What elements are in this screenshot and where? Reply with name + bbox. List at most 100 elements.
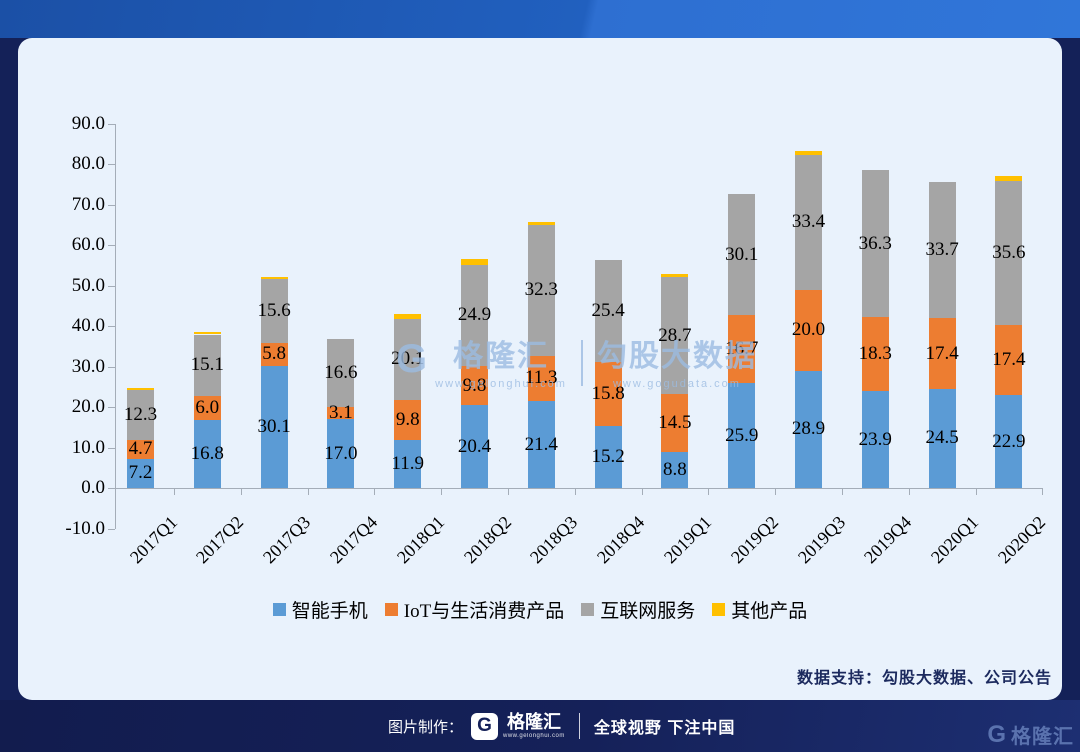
legend: 智能手机 IoT与生活消费产品 互联网服务 其他产品	[18, 596, 1062, 623]
data-label: 32.3	[524, 279, 558, 301]
y-axis-label: 30.0	[71, 355, 105, 377]
bar-segment-0	[995, 395, 1023, 488]
data-label: 28.7	[658, 324, 692, 346]
bar-segment-3	[193, 331, 221, 335]
data-label: 24.5	[925, 427, 959, 449]
y-axis-tick	[108, 285, 115, 287]
bar-segment-1	[461, 365, 488, 406]
data-label: 12.3	[123, 403, 158, 425]
data-label: 21.4	[524, 433, 558, 455]
bar-segment-2	[728, 193, 756, 316]
footer-band: 图片制作： G 格隆汇 www.gelonghui.com 全球视野 下注中国 …	[0, 700, 1080, 752]
gelonghui-brand-right: 格隆汇	[1011, 726, 1074, 748]
data-label: 4.7	[128, 438, 153, 460]
x-axis-tick	[574, 488, 576, 495]
data-label: 11.9	[391, 452, 424, 474]
y-axis-tick	[108, 164, 115, 165]
gelonghui-url: www.gelonghui.com	[503, 733, 565, 739]
bar-segment-2	[795, 154, 822, 290]
legend-item: 其他产品	[712, 596, 807, 623]
x-axis-label: 2017Q4	[325, 512, 382, 568]
footer-slogan: 全球视野 下注中国	[593, 720, 736, 737]
data-label: 8.8	[663, 459, 687, 481]
data-label: 15.2	[591, 446, 625, 468]
x-axis-tick	[1042, 488, 1044, 495]
data-label: 9.8	[462, 374, 487, 396]
bar-segment-1	[527, 355, 555, 402]
x-axis-label: 2019Q4	[860, 512, 916, 568]
bar-segment-0	[327, 419, 355, 488]
bar-segment-0	[127, 458, 154, 488]
legend-swatch-icon	[712, 603, 726, 616]
bar-segment-3	[461, 258, 488, 265]
data-label: 11.3	[525, 367, 558, 389]
data-label: 16.6	[324, 361, 358, 383]
y-axis-tick	[108, 407, 115, 408]
x-axis-label: 2020Q1	[927, 512, 983, 568]
bar-segment-2	[193, 334, 221, 396]
bar-segment-1	[861, 317, 889, 392]
legend-item: 智能手机	[272, 596, 368, 623]
y-axis-label: 20.0	[71, 396, 105, 417]
x-axis-label: 2018Q4	[593, 512, 649, 568]
watermark-brand: 格隆汇	[453, 340, 550, 373]
legend-swatch-icon	[581, 603, 595, 616]
x-axis-label: 2017Q2	[192, 512, 248, 568]
data-label: 16.8	[190, 442, 224, 464]
data-label: 16.7	[725, 338, 759, 360]
x-axis-label: 2018Q1	[392, 512, 448, 568]
bar-segment-1	[728, 315, 756, 384]
y-axis-label: 0.0	[81, 477, 105, 498]
data-label: 7.2	[128, 462, 153, 484]
bar-segment-0	[728, 383, 756, 488]
bar-segment-2	[461, 264, 488, 366]
watermark: G 格隆汇 www.gelonghui.com 勾股大数据 www.goguda…	[396, 338, 757, 390]
bar-segment-3	[127, 387, 154, 390]
bar-segment-3	[995, 176, 1023, 181]
legend-item: IoT与生活消费产品	[384, 596, 564, 623]
bar-segment-1	[327, 406, 355, 420]
bar-segment-0	[527, 401, 555, 488]
bar-segment-0	[795, 370, 822, 488]
y-axis-tick	[108, 528, 115, 530]
data-label: 14.5	[658, 411, 692, 433]
bar-segment-1	[394, 400, 422, 440]
y-axis-tick	[108, 326, 115, 327]
x-axis-label: 2019Q3	[793, 512, 849, 568]
data-label: 17.4	[925, 342, 959, 364]
y-axis-tick	[108, 447, 115, 449]
footer-right-logo: G 格隆汇	[987, 720, 1074, 749]
bar-segment-2	[394, 318, 422, 401]
bar-segment-2	[995, 180, 1023, 325]
data-label: 6.0	[195, 396, 220, 418]
bar-segment-1	[127, 439, 154, 459]
header-band	[0, 0, 1080, 38]
y-axis-label: 90.0	[71, 112, 105, 134]
data-label: 20.0	[791, 319, 826, 341]
data-label: 28.9	[791, 418, 826, 440]
y-axis-label: 70.0	[71, 193, 105, 215]
y-axis-label: 50.0	[71, 274, 105, 296]
data-label: 3.1	[329, 401, 353, 423]
bar-segment-0	[394, 439, 422, 488]
x-axis-tick	[641, 488, 643, 495]
data-label: 17.0	[324, 442, 358, 464]
data-label: 18.3	[858, 343, 892, 365]
data-label: 20.1	[391, 348, 425, 370]
x-axis-tick	[307, 488, 309, 495]
bar-segment-2	[127, 389, 154, 440]
bar-segment-0	[594, 426, 622, 488]
data-label: 20.4	[457, 435, 492, 457]
bar-segment-2	[260, 279, 288, 343]
x-axis-tick	[240, 488, 242, 495]
data-label: 15.1	[190, 354, 224, 376]
x-axis-label: 2019Q2	[726, 512, 782, 568]
y-axis-label: 80.0	[71, 153, 105, 174]
bar-segment-0	[661, 452, 689, 488]
y-axis-tick	[108, 488, 115, 489]
data-label: 33.7	[925, 239, 959, 261]
gelonghui-brand-text: 格隆汇	[506, 712, 561, 732]
data-label: 25.9	[725, 424, 759, 446]
watermark-divider	[580, 340, 583, 386]
data-label: 36.3	[858, 232, 892, 254]
